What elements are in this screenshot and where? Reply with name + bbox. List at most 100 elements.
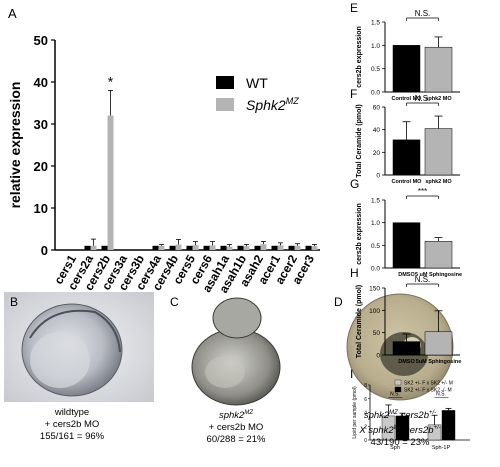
legend-swatch-a xyxy=(216,98,234,111)
bar-a xyxy=(271,245,278,250)
tick-label-a-y: 50 xyxy=(34,33,48,48)
category-label: DMSO xyxy=(398,359,415,365)
caption-d-sup-2: +/- xyxy=(429,410,437,416)
significance-label: *** xyxy=(418,187,427,196)
tick-label-y: 1.0 xyxy=(371,220,380,227)
bar-a xyxy=(169,245,176,250)
panel-letter-h: H xyxy=(350,266,359,280)
tick-label-a-y: 20 xyxy=(34,159,48,174)
bar xyxy=(424,331,453,356)
caption-d-gene-4: cers2b xyxy=(402,425,434,437)
bar-a xyxy=(237,245,244,250)
significance-label-i: N.S. xyxy=(390,391,400,397)
caption-c-line-2: + cers2b MO xyxy=(208,422,264,434)
y-label-a: relative expression xyxy=(7,82,23,209)
y-label-i: Lipid per sample (pmol) xyxy=(352,386,358,439)
caption-b-line-1: wildtype xyxy=(54,407,90,418)
legend-swatch-i xyxy=(394,386,402,393)
caption-d-sup-3: MZ xyxy=(393,425,403,432)
tick-label-a-y: 10 xyxy=(34,201,48,216)
panel-letter-b: B xyxy=(10,295,18,309)
tick-label-a-y: 0 xyxy=(41,243,48,258)
caption-d-gene-3: X sphk2 xyxy=(359,425,394,437)
bar xyxy=(392,222,421,269)
category-label: 5 uM Sphingosine xyxy=(415,272,462,278)
category-label: 5uM Sphingosine xyxy=(416,359,462,365)
panel-letter-f: F xyxy=(350,87,357,101)
y-label: Total Ceramide (pmol) xyxy=(356,285,363,358)
tick-label-y: 60 xyxy=(373,105,381,112)
caption-c-gene: sphk2 xyxy=(218,410,245,422)
bar xyxy=(392,341,421,356)
caption-c-sup: MZ xyxy=(244,410,254,416)
bar-a xyxy=(192,244,199,250)
legend-swatch-i xyxy=(394,379,402,386)
bar-a xyxy=(254,245,261,250)
tick-label-y: 0.5 xyxy=(371,243,380,250)
caption-d-line-2: X sphk2MZ cers2b+/- xyxy=(340,422,460,437)
bar-a xyxy=(305,245,312,250)
caption-c-line-1: sphk2MZ xyxy=(186,407,286,422)
panel-letter-c: C xyxy=(170,295,179,309)
significance-label: N.S. xyxy=(415,94,431,103)
caption-b-line-2: + cers2b MO xyxy=(44,419,100,430)
tick-label-i-y: 6 xyxy=(364,397,367,403)
tick-label-y: 40 xyxy=(373,127,381,134)
category-label: Control MO xyxy=(392,96,423,102)
photo-b xyxy=(4,292,154,402)
tick-label-y: 150 xyxy=(369,286,380,293)
bar-a xyxy=(294,245,301,250)
bar-a xyxy=(260,244,267,250)
legend-swatch-a xyxy=(216,76,234,89)
category-label: sphk2 MO xyxy=(425,179,452,185)
tick-label-a-y: 30 xyxy=(34,117,48,132)
bar-a xyxy=(90,245,97,250)
legend-label-i: SK2 +/- F x SK2 +/- M xyxy=(404,381,453,387)
tick-label-y: 0.0 xyxy=(371,90,380,97)
bar-a xyxy=(220,245,227,250)
tick-label-y: 0.0 xyxy=(371,266,380,273)
legend-label-a: Sphk2MZ xyxy=(246,96,299,113)
bar-a xyxy=(288,245,295,250)
panel-letter-i: I xyxy=(350,367,353,381)
caption-d-gene-2: cers2b xyxy=(397,410,429,422)
tick-label-y: 0 xyxy=(376,173,380,180)
caption-d-gene-1: sphk2 xyxy=(363,410,390,422)
bar-a xyxy=(84,245,91,250)
bar-a xyxy=(226,246,233,250)
tick-label-y: 1.5 xyxy=(371,20,380,27)
bar xyxy=(424,46,453,93)
tick-label-a-y: 40 xyxy=(34,75,48,90)
caption-d-sup-4: +/- xyxy=(433,425,441,432)
tick-label-y: 20 xyxy=(373,150,381,157)
photo-c xyxy=(165,292,317,406)
bar-a xyxy=(209,245,216,250)
caption-b: wildtype + cers2b MO 155/161 = 96% xyxy=(22,407,122,443)
panel-letter-e: E xyxy=(350,1,358,15)
legend-label-a: WT xyxy=(246,75,268,91)
panel-letter-a: A xyxy=(8,6,17,21)
tick-label-y: 0.5 xyxy=(371,66,380,73)
bar xyxy=(424,128,453,176)
significance-label: N.S. xyxy=(415,9,431,18)
caption-c-line-3: 60/288 = 21% xyxy=(206,434,266,446)
bar-a xyxy=(243,246,250,250)
category-label-i: Sph-1P xyxy=(432,445,451,451)
tick-label-y: 1.5 xyxy=(371,198,380,205)
caption-d-line-1: sphk2MZ cers2b+/- xyxy=(340,407,460,422)
category-label: DMSO xyxy=(398,272,415,278)
bar xyxy=(392,139,421,176)
significance-label: N.S. xyxy=(415,275,431,284)
bar-a xyxy=(186,245,193,250)
bar-a xyxy=(101,245,108,250)
caption-d: sphk2MZ cers2b+/- X sphk2MZ cers2b+/- 43… xyxy=(340,407,460,449)
tick-label-i-y: 4 xyxy=(364,411,367,417)
significance-a: * xyxy=(108,73,114,89)
bar-a xyxy=(203,245,210,250)
caption-b-line-3: 155/161 = 96% xyxy=(39,431,105,442)
tick-label-i-y: 2 xyxy=(364,424,367,430)
panel-letter-g: G xyxy=(350,177,359,191)
tick-label-i-y: 0 xyxy=(364,438,367,444)
